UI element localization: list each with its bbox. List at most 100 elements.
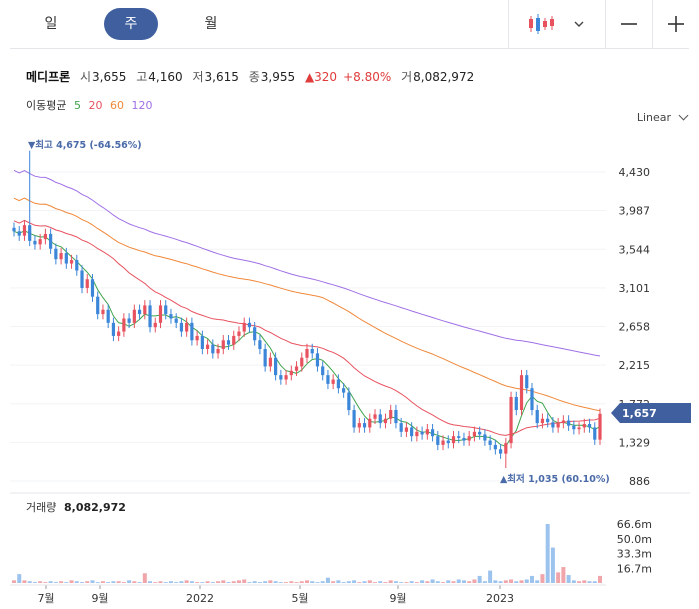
candle-body (551, 422, 555, 428)
candle-body (331, 379, 335, 384)
volume-bar (43, 582, 48, 583)
candle-body (64, 253, 68, 264)
change-percent: +8.80% (343, 70, 392, 84)
volume-bar (132, 581, 137, 583)
candle-body (336, 379, 340, 389)
candle-body (137, 309, 142, 315)
x-tick-label: 2023 (486, 592, 514, 605)
volume-label: 거 (401, 70, 413, 84)
volume-bar (535, 580, 540, 583)
candle-body (284, 375, 288, 380)
candle-body (200, 335, 204, 349)
volume-bar (257, 582, 262, 583)
candle-body (383, 418, 388, 424)
volume-bar (148, 581, 153, 583)
current-price-tag: 1,657 (611, 403, 691, 423)
volume-bar (592, 581, 597, 583)
candle-body (478, 431, 482, 435)
volume-bar (200, 582, 205, 583)
candle-body (582, 423, 586, 428)
candle-body (404, 427, 409, 432)
candle-body (226, 340, 231, 345)
candle-body (399, 423, 403, 432)
volume-bar (121, 582, 126, 583)
candle-body (556, 423, 560, 428)
zoom-out-button[interactable] (605, 0, 652, 48)
high-value: 4,160 (148, 70, 183, 84)
chart-toolbar (508, 0, 699, 48)
volume-bar (482, 581, 487, 583)
candle-body (106, 309, 110, 323)
price-tick-label: 886 (629, 475, 650, 488)
candles (12, 150, 602, 469)
candle-body (300, 357, 304, 367)
volume-bar (32, 582, 37, 583)
volume-bar (174, 582, 179, 583)
volume-bar (446, 580, 451, 583)
volume-bar (153, 582, 158, 583)
volume-title-value: 8,082,972 (64, 501, 126, 514)
volume-bar (488, 570, 493, 583)
candle-body (310, 348, 314, 354)
candle-body (221, 340, 225, 349)
volume-bar (184, 580, 189, 583)
volume-bar (346, 581, 351, 583)
candle-body (17, 231, 21, 236)
ma-60-label: 60 (109, 99, 124, 112)
zoom-in-button[interactable] (652, 0, 699, 48)
candle-body (535, 410, 539, 424)
ma-line-120 (13, 169, 601, 357)
ma-5-label: 5 (73, 99, 81, 112)
x-axis-ticks: 7월 9월 2022 5월 9월 2023 (10, 584, 606, 605)
high-label: 고 (136, 70, 148, 84)
price-tick-label: 1,329 (619, 436, 651, 449)
candlestick-icon (529, 14, 584, 34)
candle-body (567, 420, 571, 426)
candle-body (59, 253, 63, 260)
candle-body (488, 440, 492, 445)
x-tick-label: 9월 (91, 592, 108, 605)
candle-body (190, 322, 194, 341)
stock-name: 메디프론 (26, 70, 71, 84)
volume-bar (53, 582, 58, 583)
price-axis-ticks: 4,4303,9873,5443,1012,6582,2151,7721,329… (619, 166, 651, 488)
scale-select[interactable]: Linear (636, 111, 671, 124)
volume-bar (477, 575, 482, 583)
moving-average-lines (13, 169, 601, 447)
volume-bar (64, 582, 69, 583)
x-tick-label: 5월 (291, 592, 308, 605)
candle-body (258, 340, 262, 349)
volume-bar (524, 579, 529, 583)
volume-bar (247, 582, 252, 583)
candle-body (373, 414, 377, 419)
volume-bar (69, 580, 74, 583)
chevron-down-icon (574, 21, 584, 27)
volume-bar (284, 582, 289, 583)
candle-body (216, 348, 220, 354)
ma-line-5 (13, 230, 601, 447)
volume-bar (231, 581, 236, 583)
chart-type-select[interactable] (508, 0, 605, 48)
period-tabs: 일 주 월 (24, 8, 264, 40)
volume-bar (221, 580, 226, 583)
volume-bar (425, 581, 430, 583)
candle-body (572, 425, 576, 430)
volume-bar (566, 575, 571, 583)
tab-daily[interactable]: 일 (44, 16, 58, 32)
volume-bar (305, 580, 309, 583)
candle-body (75, 260, 79, 271)
candle-body (587, 423, 592, 428)
ma-line-60 (13, 197, 601, 412)
tab-weekly[interactable]: 주 (104, 8, 158, 40)
volume-bar (420, 580, 425, 583)
candle-body (169, 314, 173, 319)
volume-bar (268, 580, 273, 583)
volume-bar (383, 582, 388, 583)
tab-monthly[interactable]: 월 (204, 16, 218, 32)
volume-bar (320, 581, 325, 583)
candle-body (446, 440, 450, 444)
candle-body (101, 309, 105, 315)
volume-bar (393, 581, 398, 583)
